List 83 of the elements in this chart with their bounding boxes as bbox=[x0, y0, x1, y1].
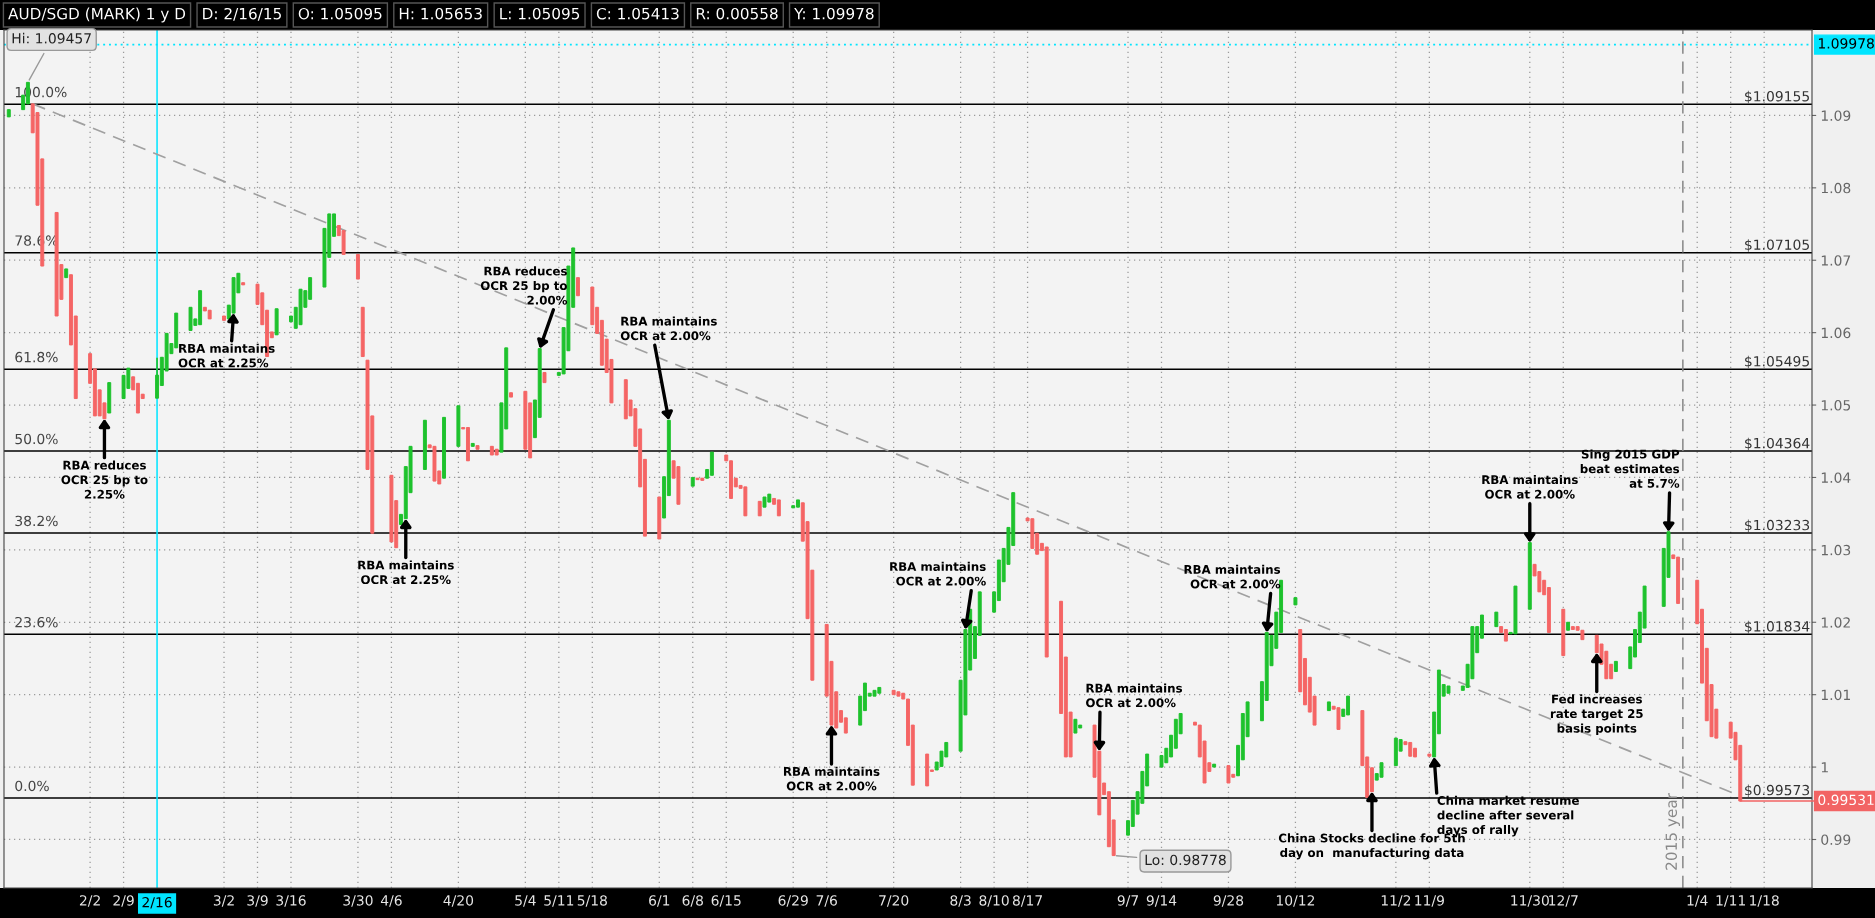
ref-line-label: 1.09978 bbox=[1818, 38, 1874, 49]
annotation: RBA maintains OCR at 2.00% bbox=[1482, 474, 1578, 499]
y-tick-label: 1.07 bbox=[1821, 255, 1851, 266]
annotation: RBA maintains OCR at 2.00% bbox=[783, 766, 880, 791]
annotation: 23.6% bbox=[15, 616, 58, 628]
text: O: 1.05095 bbox=[298, 7, 382, 20]
x-tick-label: 11/9 bbox=[1415, 895, 1444, 907]
x-tick-label: 4/6 bbox=[380, 895, 402, 907]
annotation: 0.99531 bbox=[1818, 794, 1874, 806]
annotation: 50.0% bbox=[15, 433, 58, 445]
x-tick-label: 11/30 bbox=[1511, 895, 1549, 907]
text: Y: 1.09978 bbox=[794, 7, 874, 20]
x-tick-label: 8/17 bbox=[1012, 895, 1042, 907]
x-tick-label: 3/2 bbox=[213, 895, 234, 907]
x-tick-label: 1/4 bbox=[1687, 895, 1708, 907]
candlestick bbox=[709, 451, 714, 477]
text: D: 2/16/15 bbox=[203, 7, 281, 21]
y-tick-label: 1.08 bbox=[1821, 182, 1851, 194]
y-tick-label: 1.05 bbox=[1821, 400, 1851, 411]
ref-line-label: $1.05495 bbox=[1745, 355, 1809, 369]
y-tick-label: 1.09 bbox=[1821, 110, 1851, 121]
annotation: Sing 2015 GDP beat estimates at 5.7% bbox=[1580, 449, 1680, 488]
annotation: RBA maintains OCR at 2.00% bbox=[890, 561, 986, 586]
y-tick-label: 1.01 bbox=[1821, 689, 1850, 701]
text: L: 1.05095 bbox=[500, 7, 580, 20]
x-tick-label: 5/11 bbox=[544, 895, 574, 907]
annotation: Fed increases rate target 25 basis points bbox=[1550, 694, 1643, 735]
ref-line-label: $1.09155 bbox=[1745, 90, 1809, 104]
x-tick-label: 9/14 bbox=[1146, 895, 1177, 907]
x-tick-label: 11/2 bbox=[1381, 895, 1411, 907]
x-tick-label: 3/9 bbox=[247, 895, 268, 907]
ref-line-label: 2015 year bbox=[1665, 793, 1680, 870]
y-tick-label: 0.99 bbox=[1821, 834, 1851, 845]
annotation: RBA maintains OCR at 2.00% bbox=[620, 316, 717, 341]
y-tick-label: 1.02 bbox=[1821, 617, 1850, 628]
x-tick-label: 6/1 bbox=[649, 895, 670, 907]
annotation: RBA reduces OCR 25 bp to 2.00% bbox=[480, 266, 568, 305]
y-tick-label: 1.03 bbox=[1821, 544, 1851, 556]
annotation: RBA maintains OCR at 2.00% bbox=[1086, 683, 1183, 708]
x-tick-label: 2/9 bbox=[113, 895, 134, 907]
annotation: 38.2% bbox=[15, 515, 58, 527]
x-tick-label: 9/28 bbox=[1213, 895, 1244, 907]
x-tick-label: 7/20 bbox=[879, 895, 909, 907]
x-tick-label: 6/15 bbox=[711, 895, 741, 907]
annotation: Lo: 0.98778 bbox=[1145, 854, 1226, 866]
x-tick-label: 9/7 bbox=[1117, 895, 1139, 907]
candlestick bbox=[1336, 706, 1341, 731]
x-tick-label: 10/12 bbox=[1276, 895, 1315, 907]
x-tick-label: 6/29 bbox=[778, 895, 808, 907]
annotation: 61.8% bbox=[15, 351, 58, 363]
annotation: RBA reduces OCR 25 bp to 2.25% bbox=[61, 460, 148, 499]
ref-line-label: $1.04364 bbox=[1745, 437, 1810, 451]
x-tick-label: 3/16 bbox=[276, 895, 306, 907]
ref-line-label: $1.07105 bbox=[1745, 239, 1809, 252]
x-tick-label: 3/30 bbox=[343, 895, 373, 907]
x-tick-label: 1/11 bbox=[1716, 895, 1745, 907]
x-tick-label: 2/2 bbox=[79, 895, 100, 907]
text: H: 1.05653 bbox=[399, 7, 482, 20]
candlestick bbox=[188, 306, 193, 332]
x-tick-label: 5/4 bbox=[515, 895, 536, 907]
annotation: RBA maintains OCR at 2.25% bbox=[358, 560, 454, 585]
text: C: 1.05413 bbox=[596, 7, 679, 20]
x-tick-label: 8/10 bbox=[979, 895, 1009, 907]
ref-line-label: 2/16 bbox=[142, 896, 172, 909]
y-tick-label: 1.06 bbox=[1821, 327, 1851, 339]
x-tick-label: 5/18 bbox=[577, 895, 607, 907]
x-tick-label: 7/6 bbox=[816, 895, 837, 907]
annotation: 0.0% bbox=[15, 780, 49, 792]
x-tick-label: 1/18 bbox=[1750, 895, 1779, 907]
candlestick bbox=[155, 356, 160, 400]
ref-line-label: $0.99573 bbox=[1745, 784, 1810, 798]
x-tick-label: 8/3 bbox=[950, 895, 971, 907]
text: R: 0.00558 bbox=[696, 7, 778, 20]
x-tick-label: 6/8 bbox=[682, 895, 703, 907]
ref-line-label: $1.01834 bbox=[1745, 620, 1810, 634]
candlestick bbox=[576, 276, 580, 297]
chart-title: AUD/SGD (MARK) 1 y D bbox=[8, 7, 186, 23]
y-tick-label: 1 bbox=[1821, 762, 1828, 773]
ref-line-label: $1.03233 bbox=[1745, 519, 1810, 533]
annotation: Hi: 1.09457 bbox=[12, 32, 91, 44]
y-tick-label: 1.04 bbox=[1821, 472, 1851, 483]
x-tick-label: 4/20 bbox=[443, 895, 474, 907]
x-tick-label: 12/7 bbox=[1549, 895, 1578, 907]
